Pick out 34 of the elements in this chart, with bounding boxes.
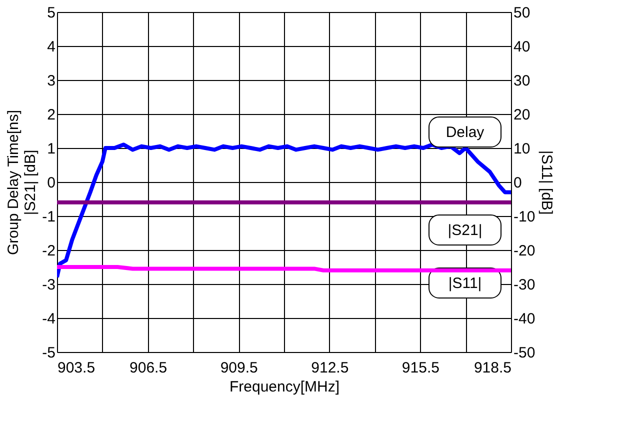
y2-tick-label: -30 xyxy=(514,276,536,294)
x-tick-label: 903.5 xyxy=(58,360,96,376)
x-tick-label: 906.5 xyxy=(130,360,168,376)
y-tick-label: 1 xyxy=(47,140,56,158)
series-label: |S11| xyxy=(448,275,482,292)
y2-axis-title: |S11| [dB] xyxy=(538,150,556,215)
y-tick-label: 2 xyxy=(47,106,56,124)
x-tick-label: 909.5 xyxy=(220,360,258,376)
x-axis-title: Frequency[MHz] xyxy=(229,378,340,396)
y-tick-label: -4 xyxy=(42,310,56,328)
y-tick-label: -1 xyxy=(42,208,56,226)
y2-tick-label: 0 xyxy=(514,174,522,192)
y2-tick-label: 40 xyxy=(514,38,530,56)
y-tick-label: 3 xyxy=(47,72,56,90)
y-tick-label: -5 xyxy=(42,344,56,362)
y-tick-label: 5 xyxy=(47,4,56,22)
y-tick-label: 4 xyxy=(47,38,56,56)
y-tick-label: 0 xyxy=(47,174,56,192)
y2-tick-label: 20 xyxy=(514,106,530,124)
y-tick-label: -2 xyxy=(42,242,56,260)
y2-tick-label: -50 xyxy=(514,344,536,362)
y-axis-title: Group Delay Time[ns] |S21| [dB] xyxy=(5,110,40,256)
x-tick-label: 918.5 xyxy=(474,360,512,376)
y2-tick-label: -10 xyxy=(514,208,536,226)
y2-tick-label: 30 xyxy=(514,72,530,90)
y2-tick-label: 50 xyxy=(514,4,530,22)
y2-tick-label: 10 xyxy=(514,140,530,158)
series-label: Delay xyxy=(446,124,485,141)
series-label: |S21| xyxy=(448,222,482,239)
y-tick-label: -3 xyxy=(42,276,56,294)
y2-tick-label: -20 xyxy=(514,242,536,260)
x-tick-label: 915.5 xyxy=(402,360,440,376)
x-tick-label: 912.5 xyxy=(311,360,349,376)
y2-tick-label: -40 xyxy=(514,310,536,328)
